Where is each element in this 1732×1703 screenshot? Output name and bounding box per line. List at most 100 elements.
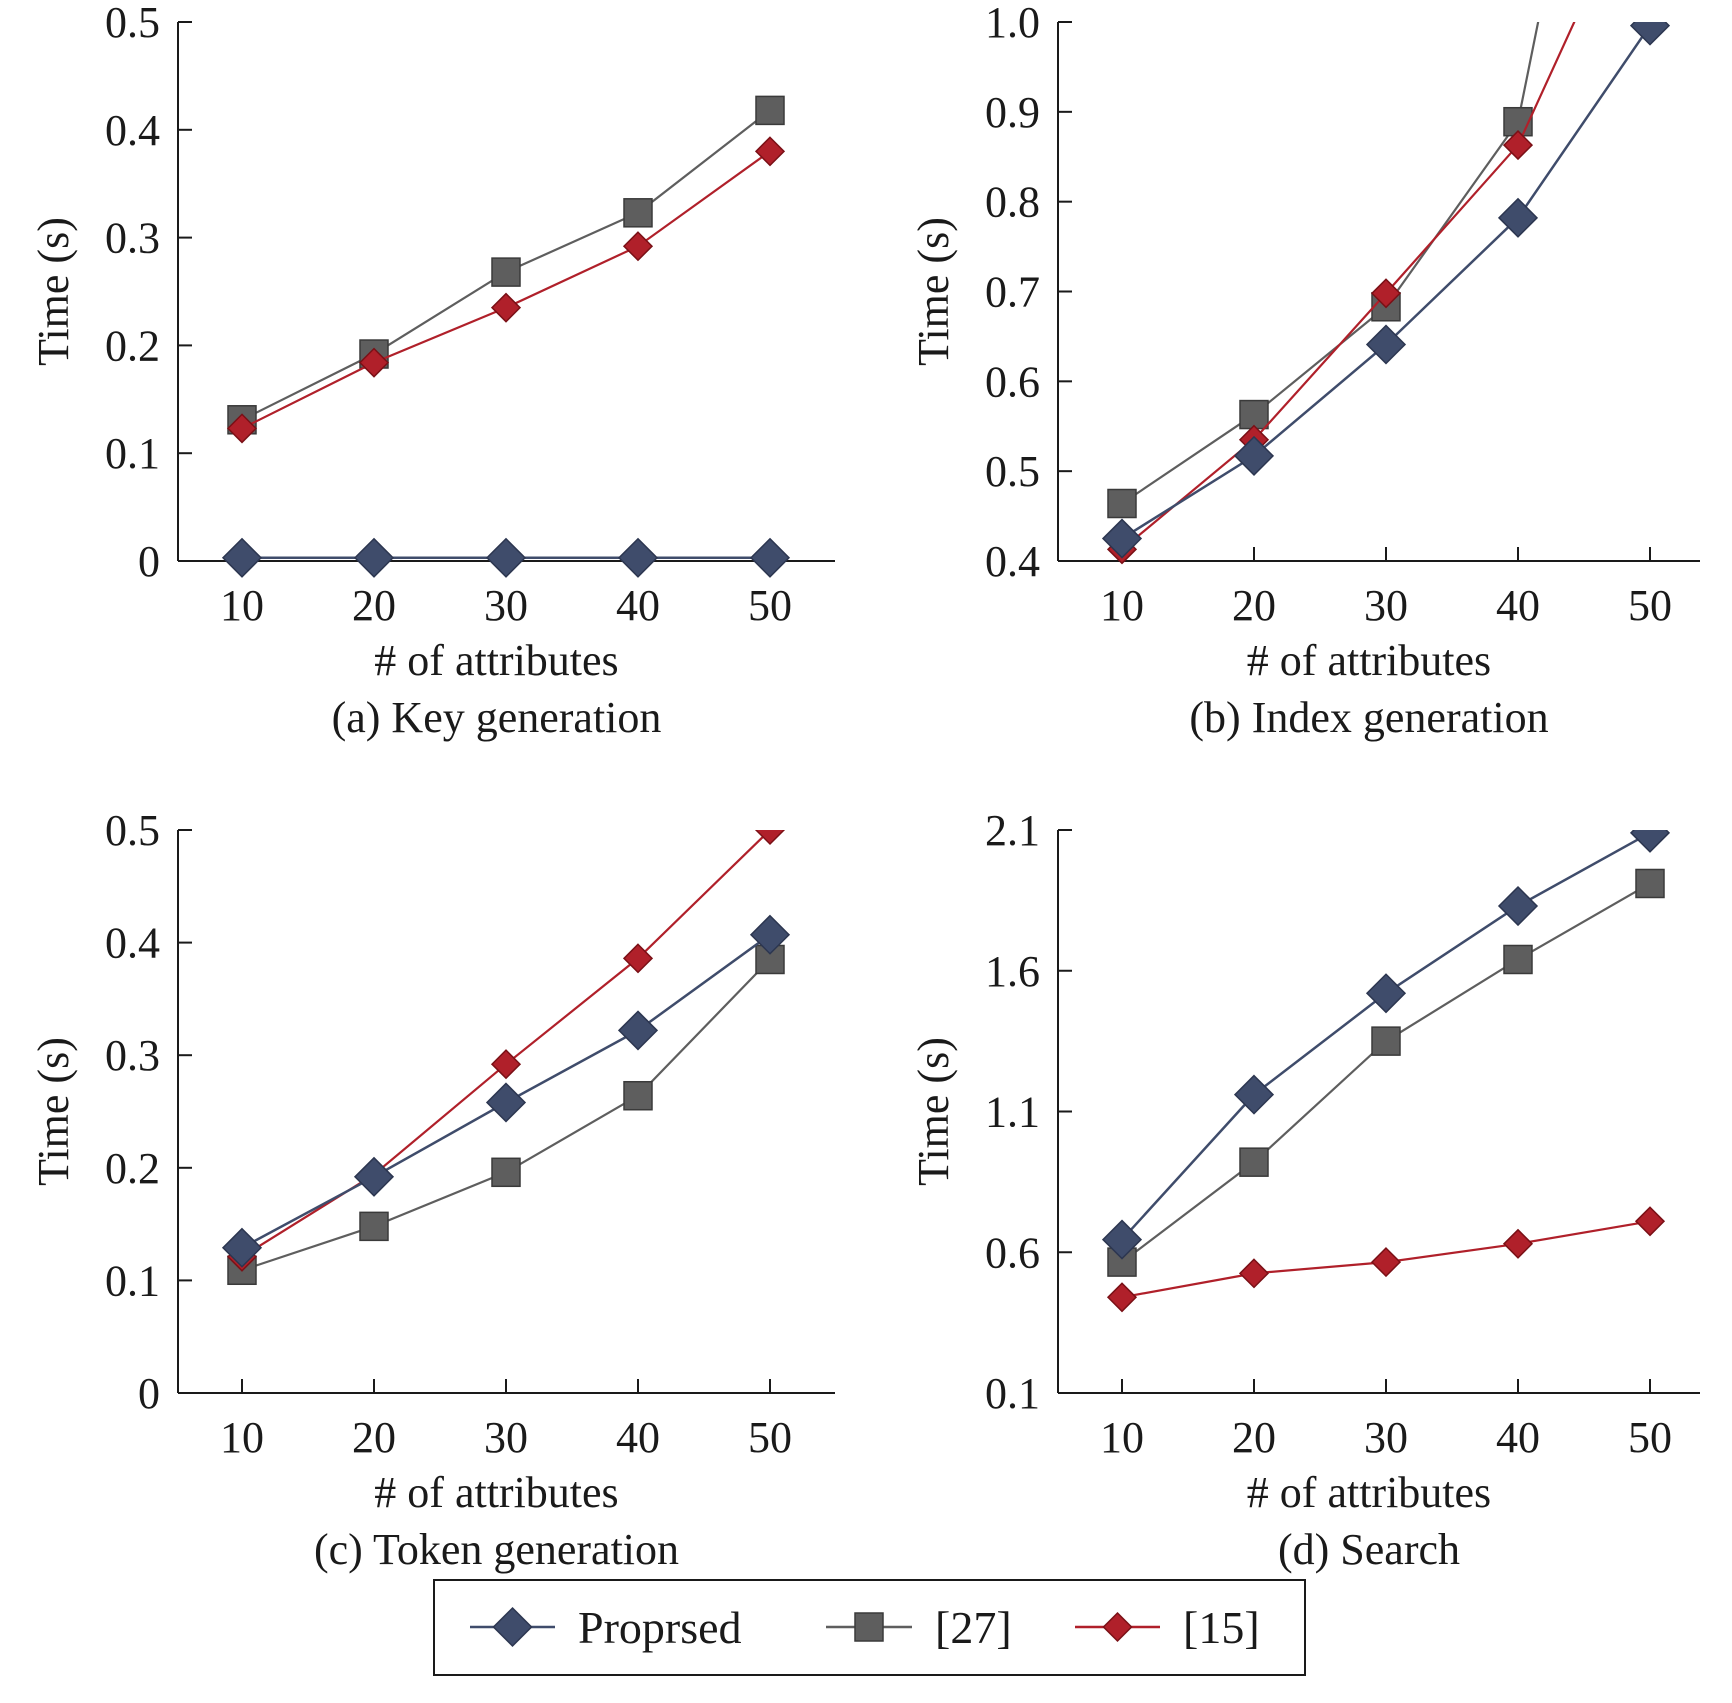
y-tick-label: 0.3: [105, 1031, 160, 1080]
y-tick-label: 0.7: [985, 268, 1040, 317]
x-tick-label: 30: [1364, 581, 1408, 630]
y-tick-label: 1.0: [985, 0, 1040, 47]
axes: 0.1 0.6 1.1 1.6 2.1 10 20 30 40 50: [985, 806, 1700, 1462]
legend-marker: [1102, 1611, 1133, 1643]
data-point: [485, 1082, 527, 1123]
y-tick-label: 0.2: [105, 1144, 160, 1193]
data-point: [226, 413, 258, 444]
data-point: [623, 198, 653, 228]
data-point: [490, 1049, 522, 1080]
panel-search: 0.1 0.6 1.1 1.6 2.1 10 20 30 40 50 Time (s) # of …: [909, 806, 1700, 1574]
data-point: [221, 1227, 263, 1268]
x-tick-label: 40: [1496, 1413, 1540, 1462]
data-point: [623, 1080, 653, 1111]
y-tick-label: 2.1: [985, 806, 1040, 855]
data-point: [358, 347, 390, 378]
legend-label-ref15: [15]: [1183, 1602, 1260, 1653]
x-tick-label: 40: [616, 581, 660, 630]
y-tick-label: 0.6: [985, 1228, 1040, 1277]
data-point: [353, 537, 395, 578]
x-axis-label: # of attributes: [374, 636, 618, 685]
series-proposed: [221, 537, 791, 578]
series-line: [241, 830, 771, 1258]
y-axis-label: Time (s): [29, 1037, 78, 1186]
y-tick-label: 0.4: [985, 537, 1040, 586]
y-tick-label: 0.2: [105, 321, 160, 370]
series-line: [1121, 22, 1576, 551]
data-point: [1634, 1206, 1666, 1237]
x-tick-label: 40: [616, 1413, 660, 1462]
data-point: [1502, 130, 1534, 161]
y-tick-label: 1.6: [985, 947, 1040, 996]
y-tick-label: 0.8: [985, 178, 1040, 227]
x-axis-label: # of attributes: [1247, 1468, 1491, 1517]
data-point: [1365, 324, 1407, 365]
series-line: [1121, 22, 1540, 505]
data-point: [353, 1156, 395, 1197]
x-tick-label: 20: [352, 1413, 396, 1462]
series-ref27: [1107, 22, 1540, 519]
data-point: [617, 537, 659, 578]
data-point: [221, 537, 263, 578]
data-point: [491, 257, 521, 287]
data-point: [1233, 435, 1275, 476]
series-proposed: [1101, 830, 1671, 1260]
data-point: [755, 944, 785, 975]
axes: 0 0.1 0.2 0.3 0.4 0.5 10 20 30 40 50: [105, 0, 835, 630]
series-ref27: [1107, 868, 1665, 1277]
x-tick-label: 30: [1364, 1413, 1408, 1462]
series-proposed: [221, 914, 791, 1268]
series-ref15: [1106, 22, 1576, 565]
y-tick-label: 0.5: [105, 806, 160, 855]
data-point: [1365, 973, 1407, 1014]
data-point: [1497, 885, 1539, 927]
y-tick-label: 0.9: [985, 88, 1040, 137]
data-point: [485, 537, 527, 578]
legend-label-proposed: Proprsed: [578, 1602, 742, 1653]
legend-marker: [492, 1606, 533, 1648]
x-tick-label: 40: [1496, 581, 1540, 630]
data-point: [749, 537, 791, 578]
panel-key-generation: 0 0.1 0.2 0.3 0.4 0.5 10 20 30 40 50 Time (s) # of…: [29, 0, 835, 742]
data-point: [1239, 1147, 1269, 1177]
y-tick-label: 0: [138, 1369, 160, 1418]
series-ref15: [226, 830, 786, 1272]
y-tick-label: 0.5: [985, 447, 1040, 496]
panel-token-generation: 0 0.1 0.2 0.3 0.4 0.5 10 20 30 40 50 Time (s) # of…: [29, 806, 835, 1574]
x-tick-label: 20: [1232, 581, 1276, 630]
x-tick-label: 10: [1100, 581, 1144, 630]
panel-caption: (c) Token generation: [314, 1525, 679, 1574]
series-ref15: [226, 136, 786, 444]
data-point: [1101, 1219, 1143, 1260]
y-axis-label: Time (s): [29, 217, 78, 366]
data-point: [1370, 1247, 1402, 1278]
data-point: [1101, 518, 1143, 559]
x-tick-label: 10: [220, 581, 264, 630]
data-point: [1371, 1026, 1401, 1056]
data-point: [1629, 830, 1671, 853]
y-tick-label: 0.3: [105, 214, 160, 263]
panel-caption: (d) Search: [1278, 1525, 1460, 1574]
series-ref15: [1106, 1206, 1666, 1313]
data-point: [622, 231, 654, 262]
legend-label-ref27: [27]: [935, 1602, 1012, 1653]
series-ref27: [227, 944, 785, 1286]
x-tick-label: 50: [748, 581, 792, 630]
y-tick-label: 0.1: [105, 1256, 160, 1305]
data-point: [1503, 944, 1533, 975]
data-point: [1106, 1282, 1138, 1313]
y-axis-label: Time (s): [909, 217, 958, 366]
legend: Proprsed [27] [15]: [433, 1579, 1306, 1676]
series-ref27: [227, 95, 785, 435]
series-line: [1121, 882, 1651, 1263]
x-tick-label: 50: [1628, 581, 1672, 630]
data-point: [749, 914, 791, 955]
data-point: [1370, 278, 1402, 309]
x-tick-label: 10: [220, 1413, 264, 1462]
panel-caption: (a) Key generation: [332, 693, 662, 742]
y-tick-label: 0.6: [985, 357, 1040, 406]
axes: 0 0.1 0.2 0.3 0.4 0.5 10 20 30 40 50: [105, 806, 835, 1462]
data-point: [754, 830, 786, 846]
data-point: [1233, 1074, 1275, 1115]
